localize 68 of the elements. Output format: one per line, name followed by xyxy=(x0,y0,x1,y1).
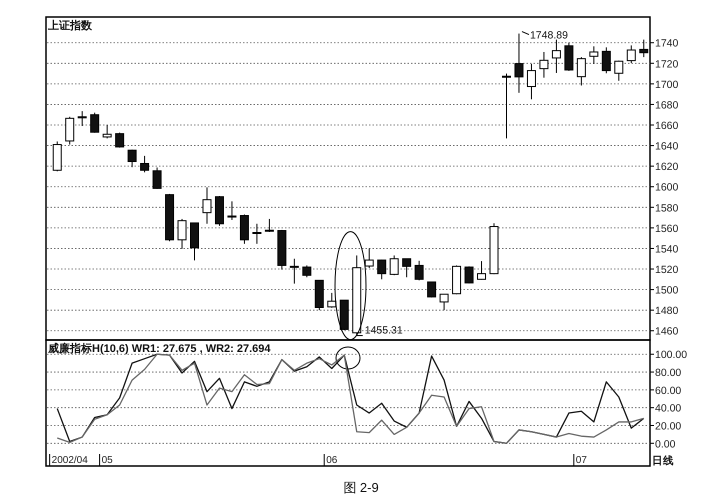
y-tick-label: 1600 xyxy=(655,182,679,194)
y-tick-label: 1740 xyxy=(655,38,679,50)
candlestick xyxy=(589,46,598,64)
candlestick xyxy=(115,132,124,148)
y-tick-label: 1540 xyxy=(655,243,679,256)
y-tick-label: 1480 xyxy=(655,305,679,318)
annotation: 1748.89 xyxy=(530,30,568,42)
y-tick-label: 1460 xyxy=(655,326,679,338)
y-tick-label: 0.00 xyxy=(655,438,676,450)
y-tick-label: 100.00 xyxy=(655,349,688,362)
y-tick-label: 60.00 xyxy=(655,384,682,397)
candlestick xyxy=(202,186,212,224)
candlestick xyxy=(377,259,386,280)
candlestick xyxy=(552,39,561,74)
y-tick-label: 1700 xyxy=(655,78,679,91)
x-tick-label: 2002/04 xyxy=(52,455,88,466)
y-tick-label: 1580 xyxy=(655,202,679,214)
candlestick xyxy=(477,260,486,280)
text: 日线 xyxy=(652,454,674,467)
candlestick xyxy=(364,248,374,268)
y-tick-label: 40.00 xyxy=(655,402,682,415)
candlestick xyxy=(526,63,536,100)
candlestick xyxy=(178,218,187,250)
candlestick xyxy=(327,292,336,308)
candlestick xyxy=(626,44,636,64)
y-tick-label: 80.00 xyxy=(655,367,682,380)
x-tick-label: 05 xyxy=(102,455,114,466)
y-tick-label: 1660 xyxy=(655,120,679,132)
candlestick xyxy=(576,56,586,86)
candlestick xyxy=(128,149,137,168)
candlestick xyxy=(302,264,312,278)
y-tick-label: 1640 xyxy=(655,140,679,153)
candlestick xyxy=(227,200,236,220)
candlestick xyxy=(514,33,524,94)
candlestick xyxy=(252,223,262,244)
x-tick-label: 07 xyxy=(576,455,588,466)
candlestick xyxy=(65,116,74,146)
caption: 图 2-9 xyxy=(343,480,379,495)
candlestick xyxy=(614,60,624,82)
candlestick xyxy=(402,258,412,278)
candlestick xyxy=(414,260,424,281)
y-tick-label: 1520 xyxy=(655,264,679,276)
y-tick-label: 1560 xyxy=(655,222,679,235)
candlestick xyxy=(290,258,299,284)
y-tick-label: 1720 xyxy=(655,58,679,70)
line-series xyxy=(56,354,644,444)
candlestick xyxy=(78,110,87,127)
candlestick xyxy=(102,124,112,139)
y-tick-label: 1680 xyxy=(655,99,679,112)
candlestick xyxy=(152,166,162,190)
candlestick xyxy=(427,281,436,298)
candlestick xyxy=(390,254,399,276)
candlestick xyxy=(440,294,449,311)
chart-title: 上证指数 xyxy=(47,19,93,32)
candlestick xyxy=(140,155,150,173)
x-tick-label: 06 xyxy=(326,455,338,466)
candlestick xyxy=(539,51,548,78)
candlestick xyxy=(639,39,648,58)
candlestick xyxy=(602,46,611,74)
candlestick xyxy=(464,266,474,284)
chart-title: 威廉指标H(10,6) WR1: 27.675 , WR2: 27.694 xyxy=(47,342,272,355)
y-tick-label: 1620 xyxy=(655,161,679,174)
annotation: 1455.31 xyxy=(364,324,403,337)
candlestick xyxy=(264,218,274,232)
candlestick xyxy=(90,112,100,134)
candlestick xyxy=(502,73,511,139)
y-tick-label: 1500 xyxy=(655,284,679,297)
y-tick-label: 20.00 xyxy=(655,420,682,432)
